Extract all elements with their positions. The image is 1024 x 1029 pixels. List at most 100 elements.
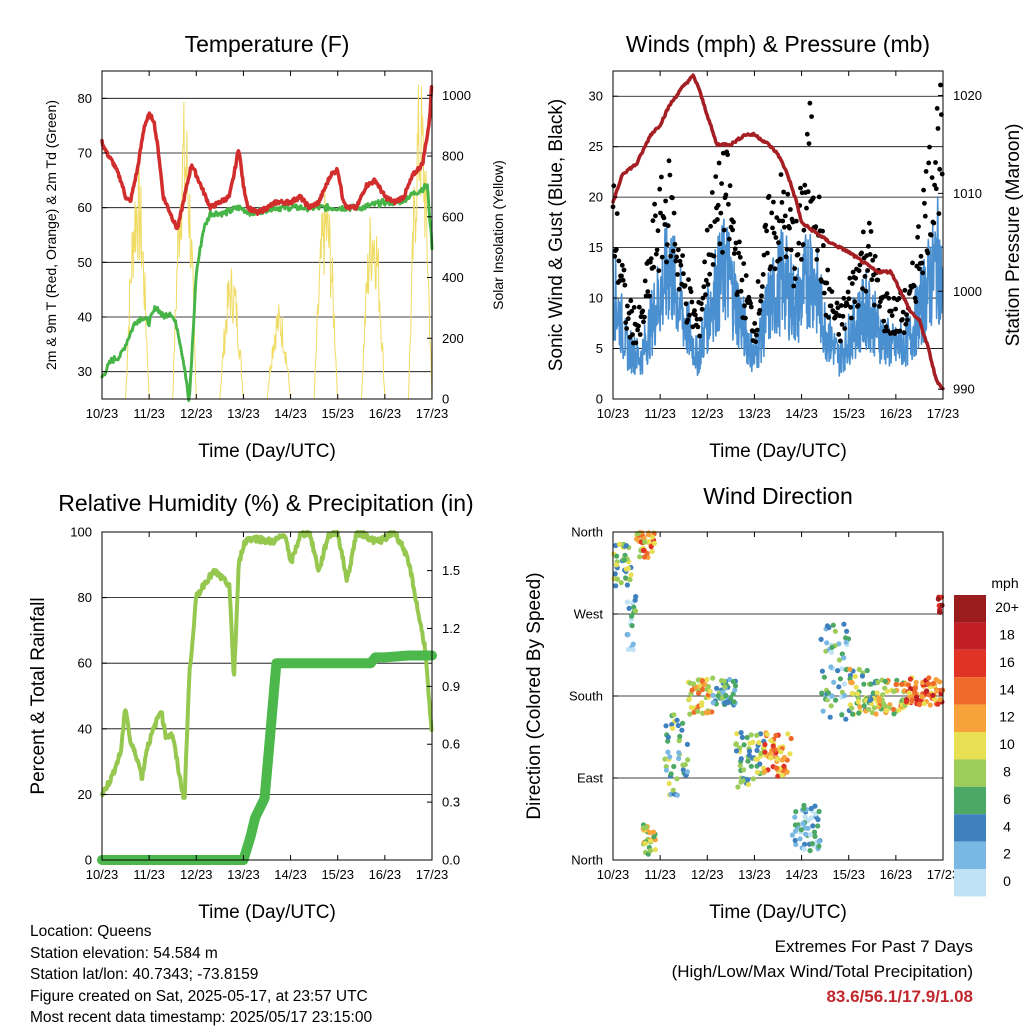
temperature-series bbox=[100, 84, 434, 402]
direction-point bbox=[651, 834, 657, 840]
humidity-plot-frame bbox=[101, 531, 433, 861]
gust-point bbox=[717, 241, 723, 247]
direction-point bbox=[912, 689, 918, 696]
gust-point bbox=[707, 271, 713, 277]
direction-point bbox=[728, 695, 734, 701]
gust-point bbox=[759, 284, 765, 289]
direction-point bbox=[645, 532, 652, 538]
direction-point bbox=[874, 690, 880, 696]
gust-point bbox=[765, 250, 770, 256]
gust-point bbox=[932, 182, 937, 188]
gust-point bbox=[893, 306, 898, 312]
gust-point bbox=[670, 195, 675, 201]
gust-point bbox=[856, 268, 862, 274]
gust-point bbox=[835, 305, 841, 311]
gust-point bbox=[611, 183, 617, 189]
gust-point bbox=[738, 288, 744, 294]
gust-point bbox=[795, 252, 801, 257]
direction-point bbox=[665, 734, 671, 740]
winds-xtick-label: 16/23 bbox=[880, 406, 913, 421]
gust-point bbox=[645, 289, 651, 294]
direction-point bbox=[880, 692, 886, 698]
direction-point bbox=[861, 681, 867, 687]
gust-point bbox=[730, 227, 735, 233]
gust-point bbox=[630, 332, 635, 337]
temperature-ytick-label: 50 bbox=[78, 255, 92, 270]
gust-point bbox=[938, 82, 943, 88]
direction-point bbox=[757, 761, 763, 767]
insolation-line bbox=[360, 216, 386, 400]
gust-point bbox=[925, 250, 931, 256]
speed-legend-label: 6 bbox=[1003, 791, 1011, 807]
speed-legend-swatch bbox=[954, 677, 986, 705]
speed-legend-label: 16 bbox=[999, 654, 1015, 670]
direction-point bbox=[758, 750, 764, 756]
direction-point bbox=[829, 644, 835, 650]
gust-point bbox=[725, 152, 730, 158]
gust-point bbox=[937, 166, 943, 172]
direction-point bbox=[670, 787, 676, 793]
gust-point bbox=[883, 324, 889, 330]
gust-point bbox=[793, 218, 799, 224]
direction-point bbox=[884, 707, 890, 714]
direction-point bbox=[820, 708, 826, 714]
gust-point bbox=[860, 286, 865, 292]
direction-point bbox=[871, 705, 878, 711]
direction-point bbox=[793, 841, 799, 848]
gust-point bbox=[614, 247, 619, 252]
gust-point bbox=[782, 224, 787, 230]
gust-point bbox=[686, 277, 691, 282]
direction-point bbox=[927, 702, 933, 708]
gust-point bbox=[622, 282, 628, 288]
direction-point bbox=[781, 754, 788, 761]
gust-point bbox=[710, 262, 716, 267]
gust-point bbox=[844, 302, 850, 308]
gust-point bbox=[759, 293, 764, 299]
speed-legend-label: 10 bbox=[999, 736, 1015, 752]
direction-point bbox=[828, 649, 835, 656]
direction-point bbox=[744, 734, 750, 741]
extremes-heading: Extremes For Past 7 Days bbox=[774, 937, 973, 956]
gust-point bbox=[746, 294, 752, 300]
direction-xtick-label: 14/23 bbox=[785, 867, 818, 882]
gust-point bbox=[799, 257, 804, 262]
humidity-xtick-label: 14/23 bbox=[274, 867, 307, 882]
humidity-ytick-label: 100 bbox=[70, 525, 92, 540]
humidity-xtick-label: 11/23 bbox=[133, 867, 165, 882]
data-timestamp: Most recent data timestamp: 2025/05/17 2… bbox=[30, 1009, 373, 1026]
direction-point bbox=[710, 700, 716, 706]
gust-point bbox=[784, 246, 790, 252]
direction-point bbox=[722, 684, 728, 690]
direction-point bbox=[884, 688, 890, 694]
gust-point bbox=[754, 327, 760, 333]
gust-point bbox=[652, 201, 657, 207]
temperature-ylabel-right: Solar Insolation (Yellow) bbox=[490, 160, 506, 310]
gust-point bbox=[833, 310, 839, 316]
direction-point bbox=[856, 666, 862, 673]
gust-point bbox=[664, 242, 670, 248]
gust-point bbox=[661, 215, 667, 221]
winds-xtick-label: 11/23 bbox=[644, 406, 676, 421]
gust-point bbox=[637, 332, 643, 337]
gust-point bbox=[776, 218, 782, 224]
gust-point bbox=[650, 218, 656, 224]
direction-point bbox=[754, 769, 761, 775]
insolation-line bbox=[313, 185, 339, 400]
temperature-xtick-label: 15/23 bbox=[321, 406, 354, 421]
direction-point bbox=[779, 772, 785, 778]
direction-point bbox=[651, 829, 657, 835]
direction-point bbox=[688, 705, 695, 711]
direction-point bbox=[618, 580, 624, 586]
direction-point bbox=[844, 628, 850, 634]
gust-point bbox=[825, 267, 831, 273]
winds-xtick-label: 17/23 bbox=[927, 406, 960, 421]
pressure-line bbox=[611, 73, 945, 391]
gust-point bbox=[923, 169, 929, 174]
direction-point bbox=[739, 734, 746, 741]
gust-point bbox=[867, 252, 873, 257]
gust-point bbox=[675, 247, 681, 253]
direction-point bbox=[750, 739, 756, 745]
direction-point bbox=[738, 756, 744, 762]
gust-point bbox=[748, 304, 754, 310]
direction-point bbox=[770, 743, 776, 749]
